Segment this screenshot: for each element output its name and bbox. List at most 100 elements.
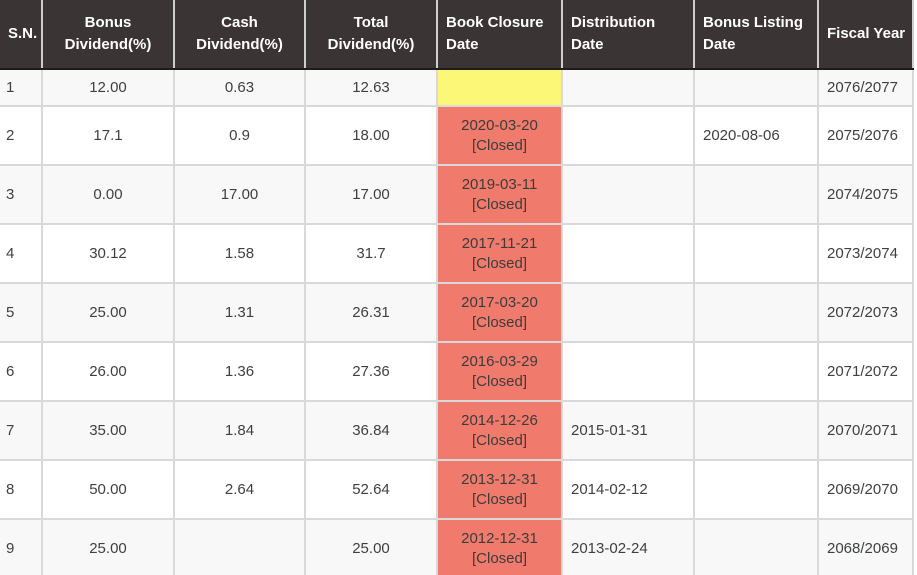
book-closure-content: 2016-03-29 [Closed] [438, 352, 561, 392]
bonus-listing-cell [693, 341, 819, 402]
column-header-bonus-dividend: Bonus Dividend(%) [42, 0, 175, 70]
bonus-listing-cell [693, 68, 819, 107]
sn-cell: 6 [0, 341, 43, 402]
column-header-total-dividend: Total Dividend(%) [305, 0, 438, 70]
distribution-date-cell: 2014-02-12 [561, 459, 695, 520]
table-row: 6 26.00 1.36 27.36 2016-03-29 [Closed] 2… [0, 341, 914, 402]
bonus-listing-cell [693, 223, 819, 284]
distribution-date-cell [561, 105, 695, 166]
book-closure-date: 2014-12-26 [461, 411, 538, 429]
cash-dividend-cell [173, 518, 306, 575]
total-dividend-cell: 52.64 [304, 459, 438, 520]
fiscal-year-cell: 2073/2074 [817, 223, 914, 284]
book-closure-cell: 2019-03-11 [Closed] [436, 164, 563, 225]
book-closure-cell: 2017-03-20 [Closed] [436, 282, 563, 343]
total-dividend-cell: 31.7 [304, 223, 438, 284]
bonus-dividend-cell: 12.00 [41, 68, 175, 107]
book-closure-cell: 2012-12-31 [Closed] [436, 518, 563, 575]
book-closure-date: 2016-03-29 [461, 352, 538, 370]
bonus-listing-cell: 2020-08-06 [693, 105, 819, 166]
bonus-dividend-cell: 0.00 [41, 164, 175, 225]
total-dividend-cell: 26.31 [304, 282, 438, 343]
distribution-date-cell [561, 282, 695, 343]
book-closure-date: 2020-03-20 [461, 116, 538, 134]
cash-dividend-cell: 1.36 [173, 341, 306, 402]
total-dividend-cell: 12.63 [304, 68, 438, 107]
bonus-dividend-cell: 26.00 [41, 341, 175, 402]
column-header-cash-dividend: Cash Dividend(%) [174, 0, 306, 70]
distribution-date-cell [561, 68, 695, 107]
book-closure-status: [Closed] [471, 136, 528, 154]
book-closure-content: 2012-12-31 [Closed] [438, 529, 561, 569]
bonus-dividend-cell: 35.00 [41, 400, 175, 461]
cash-dividend-cell: 1.84 [173, 400, 306, 461]
book-closure-date: 2017-03-20 [461, 293, 538, 311]
total-dividend-cell: 18.00 [304, 105, 438, 166]
table-row: 1 12.00 0.63 12.63 2076/2077 [0, 68, 914, 107]
total-dividend-cell: 17.00 [304, 164, 438, 225]
distribution-date-cell: 2015-01-31 [561, 400, 695, 461]
sn-cell: 1 [0, 68, 43, 107]
distribution-date-cell [561, 341, 695, 402]
fiscal-year-cell: 2069/2070 [817, 459, 914, 520]
bonus-listing-cell [693, 282, 819, 343]
book-closure-cell: 2014-12-26 [Closed] [436, 400, 563, 461]
cash-dividend-cell: 0.63 [173, 68, 306, 107]
total-dividend-cell: 36.84 [304, 400, 438, 461]
column-header-fiscal-year: Fiscal Year [818, 0, 914, 70]
fiscal-year-cell: 2070/2071 [817, 400, 914, 461]
fiscal-year-cell: 2076/2077 [817, 68, 914, 107]
book-closure-content: 2013-12-31 [Closed] [438, 470, 561, 510]
fiscal-year-cell: 2074/2075 [817, 164, 914, 225]
cash-dividend-cell: 2.64 [173, 459, 306, 520]
bonus-listing-cell [693, 400, 819, 461]
bonus-listing-cell [693, 164, 819, 225]
book-closure-content: 2020-03-20 [Closed] [438, 116, 561, 156]
fiscal-year-cell: 2068/2069 [817, 518, 914, 575]
column-header-distribution-date: Distribution Date [562, 0, 695, 70]
fiscal-year-cell: 2075/2076 [817, 105, 914, 166]
bonus-dividend-cell: 50.00 [41, 459, 175, 520]
fiscal-year-cell: 2071/2072 [817, 341, 914, 402]
cash-dividend-cell: 0.9 [173, 105, 306, 166]
book-closure-status: [Closed] [471, 549, 528, 567]
book-closure-status: [Closed] [471, 313, 528, 331]
sn-cell: 4 [0, 223, 43, 284]
table-row: 7 35.00 1.84 36.84 2014-12-26 [Closed] 2… [0, 400, 914, 461]
table-row: 2 17.1 0.9 18.00 2020-03-20 [Closed] 202… [0, 105, 914, 166]
book-closure-status: [Closed] [471, 195, 528, 213]
bonus-dividend-cell: 17.1 [41, 105, 175, 166]
column-header-sn: S.N. [0, 0, 43, 70]
total-dividend-cell: 25.00 [304, 518, 438, 575]
bonus-listing-cell [693, 459, 819, 520]
sn-cell: 9 [0, 518, 43, 575]
sn-cell: 7 [0, 400, 43, 461]
table-row: 5 25.00 1.31 26.31 2017-03-20 [Closed] 2… [0, 282, 914, 343]
table-row: 9 25.00 25.00 2012-12-31 [Closed] 2013-0… [0, 518, 914, 575]
table-row: 4 30.12 1.58 31.7 2017-11-21 [Closed] 20… [0, 223, 914, 284]
book-closure-cell: 2020-03-20 [Closed] [436, 105, 563, 166]
distribution-date-cell: 2013-02-24 [561, 518, 695, 575]
sn-cell: 8 [0, 459, 43, 520]
total-dividend-cell: 27.36 [304, 341, 438, 402]
book-closure-status: [Closed] [471, 490, 528, 508]
column-header-book-closure-date: Book Closure Date [437, 0, 563, 70]
book-closure-content: 2017-11-21 [Closed] [438, 234, 561, 274]
book-closure-cell: 2013-12-31 [Closed] [436, 459, 563, 520]
bonus-dividend-cell: 25.00 [41, 282, 175, 343]
cash-dividend-cell: 1.31 [173, 282, 306, 343]
book-closure-date: 2012-12-31 [461, 529, 538, 547]
book-closure-status: [Closed] [471, 254, 528, 272]
book-closure-cell [436, 68, 563, 107]
book-closure-date: 2019-03-11 [461, 175, 538, 193]
bonus-dividend-cell: 30.12 [41, 223, 175, 284]
column-header-bonus-listing-date: Bonus Listing Date [694, 0, 819, 70]
bonus-listing-cell [693, 518, 819, 575]
cash-dividend-cell: 17.00 [173, 164, 306, 225]
distribution-date-cell [561, 164, 695, 225]
fiscal-year-cell: 2072/2073 [817, 282, 914, 343]
book-closure-status: [Closed] [471, 372, 528, 390]
book-closure-date: 2013-12-31 [461, 470, 538, 488]
book-closure-date: 2017-11-21 [461, 234, 538, 252]
